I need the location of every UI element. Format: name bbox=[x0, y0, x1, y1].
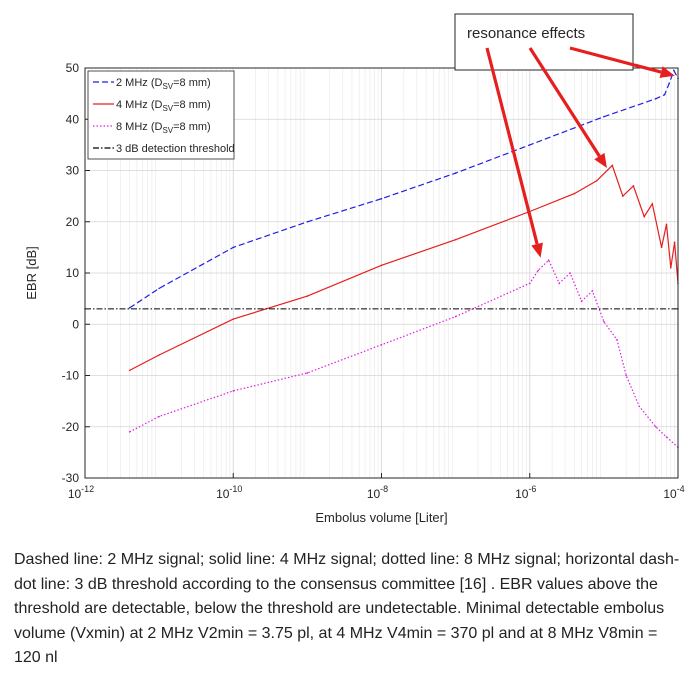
x-tick-label: 10-12 bbox=[68, 484, 94, 501]
data-point bbox=[128, 369, 131, 372]
legend-box bbox=[87, 70, 235, 160]
data-point bbox=[663, 93, 666, 96]
y-tick-label: -30 bbox=[62, 471, 80, 485]
legend-entry: 3 dB detection threshold bbox=[116, 143, 235, 155]
data-point bbox=[306, 372, 309, 374]
series-lines bbox=[84, 69, 679, 449]
annotation-arrowhead bbox=[531, 242, 543, 258]
data-point bbox=[232, 390, 235, 392]
data-point bbox=[621, 195, 624, 197]
series-line bbox=[129, 259, 679, 448]
x-tick-label: 10-10 bbox=[216, 484, 242, 501]
y-tick-label: -10 bbox=[62, 369, 80, 383]
y-tick-label: 20 bbox=[66, 215, 80, 229]
data-point bbox=[454, 238, 457, 241]
data-point bbox=[580, 300, 583, 302]
y-tick-label: 40 bbox=[66, 112, 80, 126]
y-tick-label: 10 bbox=[66, 266, 80, 280]
y-axis-label: EBR [dB] bbox=[24, 246, 39, 299]
data-point bbox=[128, 431, 131, 433]
data-point bbox=[673, 241, 676, 244]
data-point bbox=[625, 374, 627, 377]
data-point bbox=[611, 164, 614, 167]
y-tick-label: 0 bbox=[72, 317, 79, 331]
data-point bbox=[673, 69, 675, 72]
data-point bbox=[454, 172, 457, 174]
data-point bbox=[643, 215, 646, 218]
x-tick-label: 10-6 bbox=[515, 484, 536, 501]
data-point bbox=[158, 354, 160, 356]
data-point bbox=[380, 264, 383, 267]
data-point bbox=[232, 318, 235, 320]
ticks: 10-12 10-10 10-8 10-6 10-4 -30 -20 -10 0 10 20 30 40… bbox=[62, 61, 685, 501]
data-point bbox=[591, 290, 594, 292]
figure: 10-12 10-10 10-8 10-6 10-4 -30 -20 -10 0 10 20 30 40… bbox=[24, 13, 685, 525]
data-point bbox=[603, 115, 605, 118]
data-point bbox=[595, 179, 598, 182]
y-tick-label: 50 bbox=[66, 61, 80, 75]
annotation-arrow bbox=[528, 47, 601, 158]
legend-entry: 4 MHz (DSV=8 mm) bbox=[116, 99, 211, 113]
y-tick-label: 30 bbox=[66, 164, 80, 178]
data-point bbox=[616, 338, 618, 341]
annotation-arrow bbox=[569, 46, 662, 74]
data-point bbox=[660, 246, 663, 249]
data-point bbox=[654, 425, 657, 428]
data-point bbox=[547, 259, 550, 261]
annotation-arrowhead bbox=[659, 66, 675, 78]
data-point bbox=[232, 246, 235, 249]
data-point bbox=[537, 269, 539, 272]
data-point bbox=[380, 343, 383, 346]
data-point bbox=[603, 320, 605, 323]
annotation-arrowhead bbox=[594, 152, 607, 168]
data-point bbox=[558, 282, 561, 285]
chart: 10-12 10-10 10-8 10-6 10-4 -30 -20 -10 0 10 20 30 40… bbox=[24, 13, 685, 525]
annotation-box bbox=[454, 13, 634, 71]
x-axis-label: Embolus volume [Liter] bbox=[315, 510, 447, 525]
annotation-text: resonance effects bbox=[467, 25, 585, 42]
data-point bbox=[573, 192, 576, 195]
legend-entry: 8 MHz (DSV=8 mm) bbox=[116, 121, 211, 135]
data-point bbox=[670, 267, 672, 269]
data-point bbox=[128, 307, 131, 309]
x-tick-label: 10-4 bbox=[663, 484, 684, 501]
legend-entry: 2 MHz (DSV=8 mm) bbox=[116, 77, 211, 91]
data-point bbox=[306, 220, 309, 223]
data-point bbox=[528, 282, 531, 285]
data-point bbox=[665, 223, 668, 226]
data-point bbox=[569, 272, 571, 274]
data-point bbox=[668, 82, 670, 85]
data-point bbox=[158, 415, 160, 418]
data-point bbox=[454, 315, 457, 318]
data-point bbox=[380, 197, 383, 200]
figure-caption: Dashed line: 2 MHz signal; solid line: 4… bbox=[14, 551, 680, 666]
annotation: resonance effects bbox=[454, 13, 675, 258]
data-point bbox=[158, 287, 160, 290]
data-point bbox=[638, 405, 641, 408]
annotation-arrow bbox=[485, 47, 539, 245]
data-point bbox=[654, 97, 657, 100]
data-point bbox=[651, 203, 654, 205]
data-point bbox=[528, 144, 531, 146]
data-point bbox=[306, 295, 309, 297]
legend: 2 MHz (DSV=8 mm) 4 MHz (DSV=8 mm) 8 MHz (D… bbox=[87, 70, 235, 160]
x-tick-label: 10-8 bbox=[367, 484, 388, 501]
data-point bbox=[665, 436, 668, 438]
y-tick-label: -20 bbox=[62, 420, 80, 434]
data-point bbox=[632, 185, 635, 187]
